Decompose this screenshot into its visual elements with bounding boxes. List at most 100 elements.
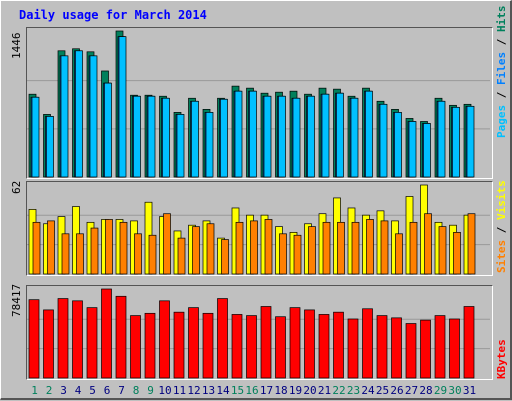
sites-bar-26 — [395, 233, 403, 275]
pages-bar-14 — [220, 98, 228, 178]
kbytes-bar-17 — [260, 306, 272, 379]
kbytes-bar-15 — [231, 314, 243, 379]
sites-bar-23 — [351, 221, 360, 275]
day-label-23: 23 — [347, 384, 360, 397]
pages-bar-20 — [307, 95, 315, 178]
day-label-29: 29 — [434, 384, 447, 397]
sites-bar-17 — [264, 219, 273, 275]
pages-bar-4 — [75, 50, 83, 178]
kbytes-bar-30 — [449, 318, 460, 379]
day-label-15: 15 — [231, 384, 244, 397]
pages-bar-16 — [249, 90, 257, 178]
day-label-8: 8 — [133, 384, 140, 397]
day-label-11: 11 — [173, 384, 186, 397]
day-label-7: 7 — [118, 384, 125, 397]
day-label-17: 17 — [260, 384, 273, 397]
pages-bar-5 — [89, 55, 98, 178]
day-label-13: 13 — [202, 384, 215, 397]
kbytes-bar-18 — [275, 316, 286, 379]
kbytes-bar-14 — [217, 298, 228, 379]
kbytes-bar-11 — [173, 311, 185, 379]
pages-bar-19 — [292, 97, 301, 178]
day-label-9: 9 — [147, 384, 154, 397]
day-label-14: 14 — [216, 384, 230, 397]
pages-bar-30 — [452, 106, 460, 178]
kbytes-bar-9 — [144, 312, 156, 379]
day-label-2: 2 — [46, 384, 53, 397]
sites-bar-5 — [90, 227, 99, 275]
kbytes-bar-5 — [86, 307, 98, 379]
sites-bar-25 — [380, 220, 389, 275]
kbytes-bar-1 — [28, 299, 40, 379]
sites-bar-21 — [322, 221, 331, 275]
sites-bar-7 — [119, 221, 128, 275]
day-label-19: 19 — [289, 384, 302, 397]
kbytes-bar-21 — [318, 314, 330, 379]
sites-bar-3 — [61, 233, 70, 275]
day-label-30: 30 — [448, 384, 461, 397]
pages-bar-6 — [104, 82, 112, 178]
sites-bar-8 — [134, 233, 142, 275]
sites-bar-29 — [438, 226, 447, 275]
sites-bar-13 — [206, 223, 215, 275]
pages-bar-29 — [437, 100, 446, 178]
day-label-12: 12 — [187, 384, 200, 397]
pages-bar-12 — [191, 100, 199, 178]
kbytes-bar-22 — [333, 311, 344, 379]
day-label-18: 18 — [274, 384, 287, 397]
day-label-24: 24 — [361, 384, 375, 397]
sites-bar-11 — [177, 237, 186, 275]
kbytes-bar-27 — [405, 323, 417, 379]
kbytes-bar-3 — [57, 298, 69, 379]
sites-bar-28 — [424, 213, 432, 275]
kbytes-bar-24 — [362, 308, 373, 379]
pages-bar-1 — [31, 96, 40, 178]
day-label-27: 27 — [405, 384, 418, 397]
sites-bar-10 — [163, 213, 171, 275]
pages-bar-13 — [205, 112, 214, 178]
kbytes-bar-26 — [391, 317, 402, 379]
chart-title: Daily usage for March 2014 — [19, 8, 207, 22]
sites-bar-12 — [192, 226, 200, 275]
kbytes-bar-2 — [43, 309, 54, 379]
sites-bar-24 — [366, 219, 374, 275]
sites-bar-4 — [76, 233, 84, 275]
pages-bar-3 — [60, 55, 69, 178]
sites-bar-22 — [337, 221, 345, 275]
sites-bar-20 — [308, 226, 316, 275]
pages-bar-26 — [394, 112, 402, 178]
day-label-5: 5 — [89, 384, 96, 397]
sites-bar-1 — [32, 221, 41, 275]
day-label-26: 26 — [390, 384, 403, 397]
day-label-3: 3 — [60, 384, 67, 397]
kbytes-bar-12 — [188, 307, 199, 379]
pages-bar-21 — [321, 93, 330, 178]
kbytes-bar-10 — [159, 300, 170, 379]
kbytes-bar-6 — [101, 288, 112, 379]
day-label-31: 31 — [463, 384, 476, 397]
sites-bar-31 — [467, 213, 476, 275]
sites-bar-2 — [47, 220, 55, 275]
sites-bar-9 — [148, 234, 157, 275]
kbytes-bar-23 — [347, 318, 359, 379]
kbytes-bar-4 — [72, 300, 83, 379]
day-label-1: 1 — [31, 384, 38, 397]
sites-bar-27 — [409, 221, 418, 275]
sites-bar-15 — [235, 221, 244, 275]
pages-bar-8 — [133, 95, 141, 178]
sites-bar-6 — [105, 219, 113, 275]
day-label-21: 21 — [318, 384, 331, 397]
kbytes-bar-20 — [304, 309, 315, 379]
day-label-20: 20 — [303, 384, 316, 397]
day-label-25: 25 — [376, 384, 389, 397]
sites-bar-14 — [221, 239, 229, 275]
kbytes-bar-28 — [420, 319, 431, 379]
day-label-28: 28 — [419, 384, 432, 397]
pages-bar-7 — [118, 36, 127, 178]
pages-bar-24 — [365, 90, 373, 178]
kbytes-bar-25 — [376, 315, 388, 379]
day-label-22: 22 — [332, 384, 345, 397]
kbytes-bar-8 — [130, 315, 141, 379]
